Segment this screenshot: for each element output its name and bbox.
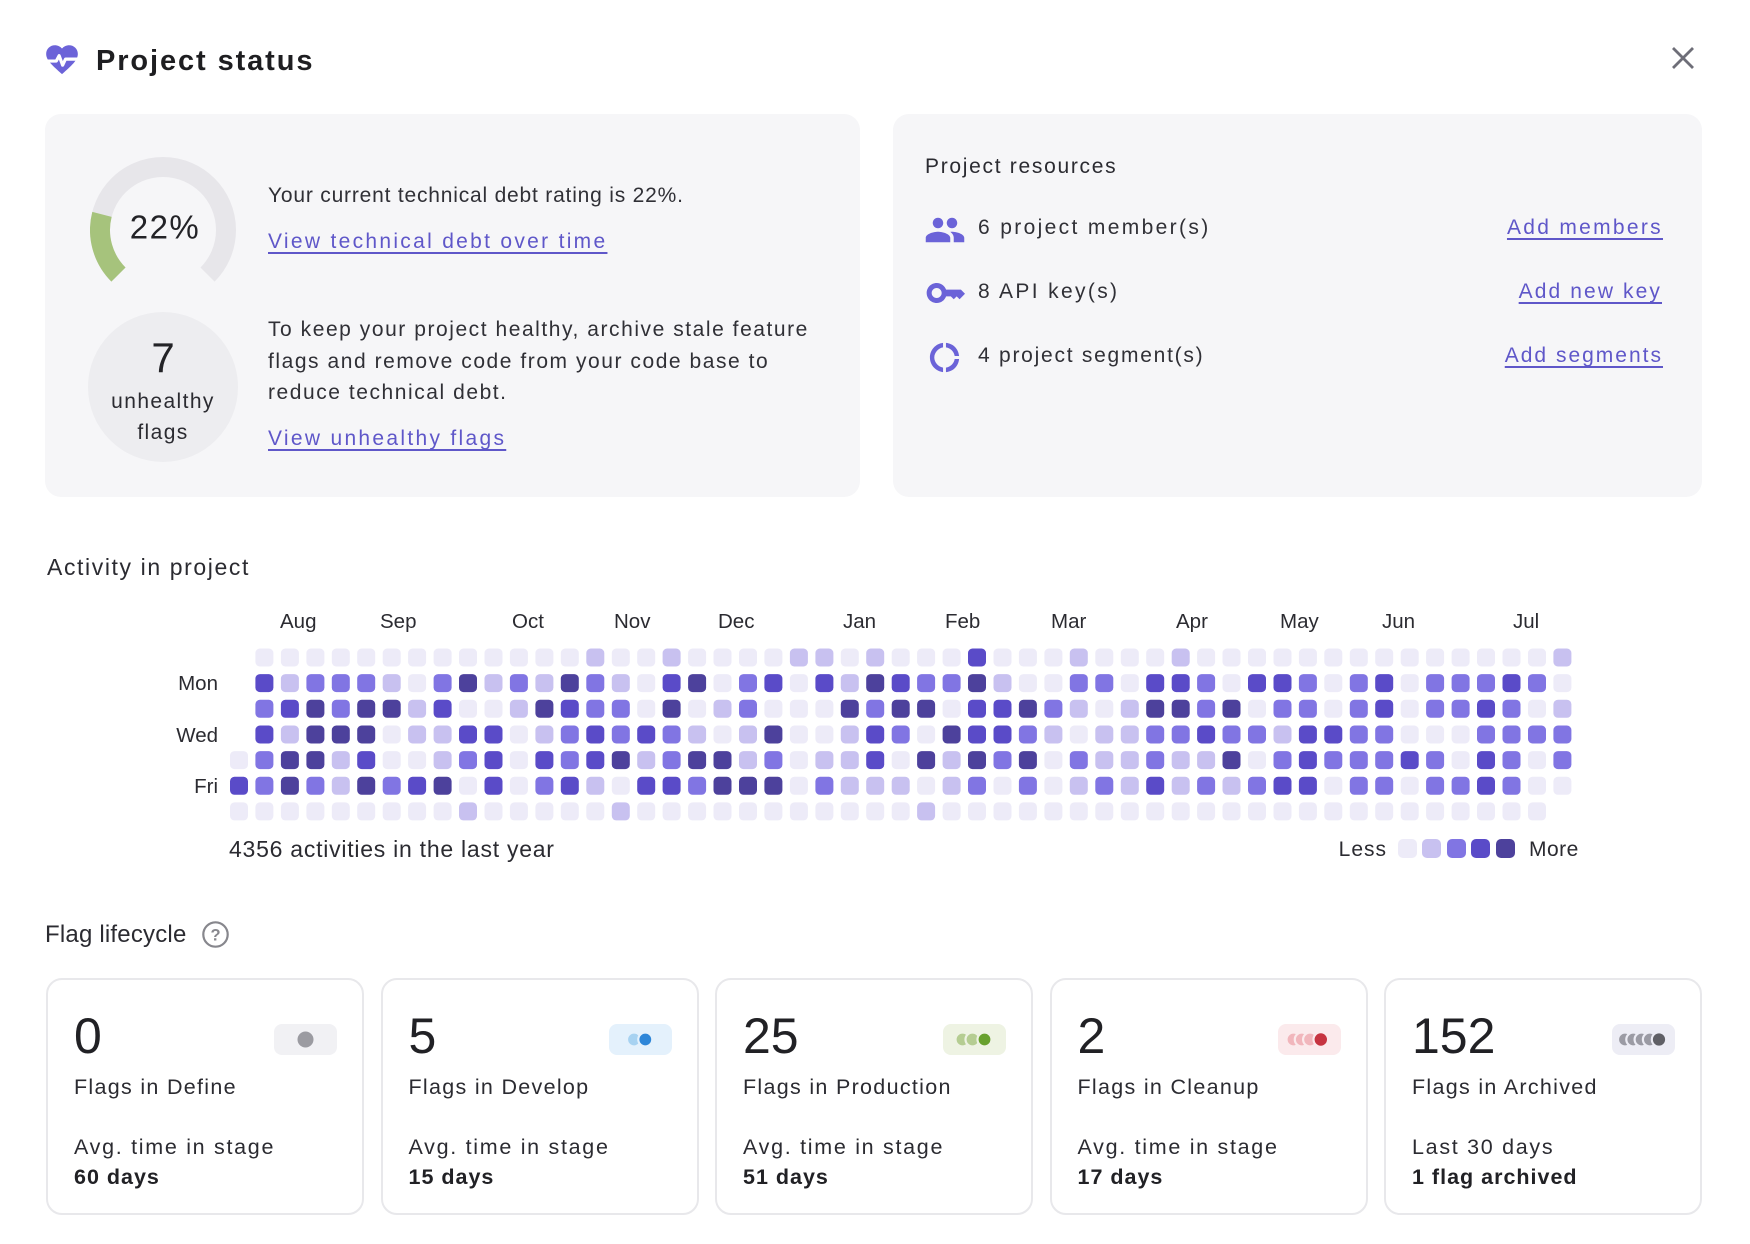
- svg-text:22%: 22%: [130, 209, 201, 246]
- svg-text:?: ?: [210, 927, 220, 945]
